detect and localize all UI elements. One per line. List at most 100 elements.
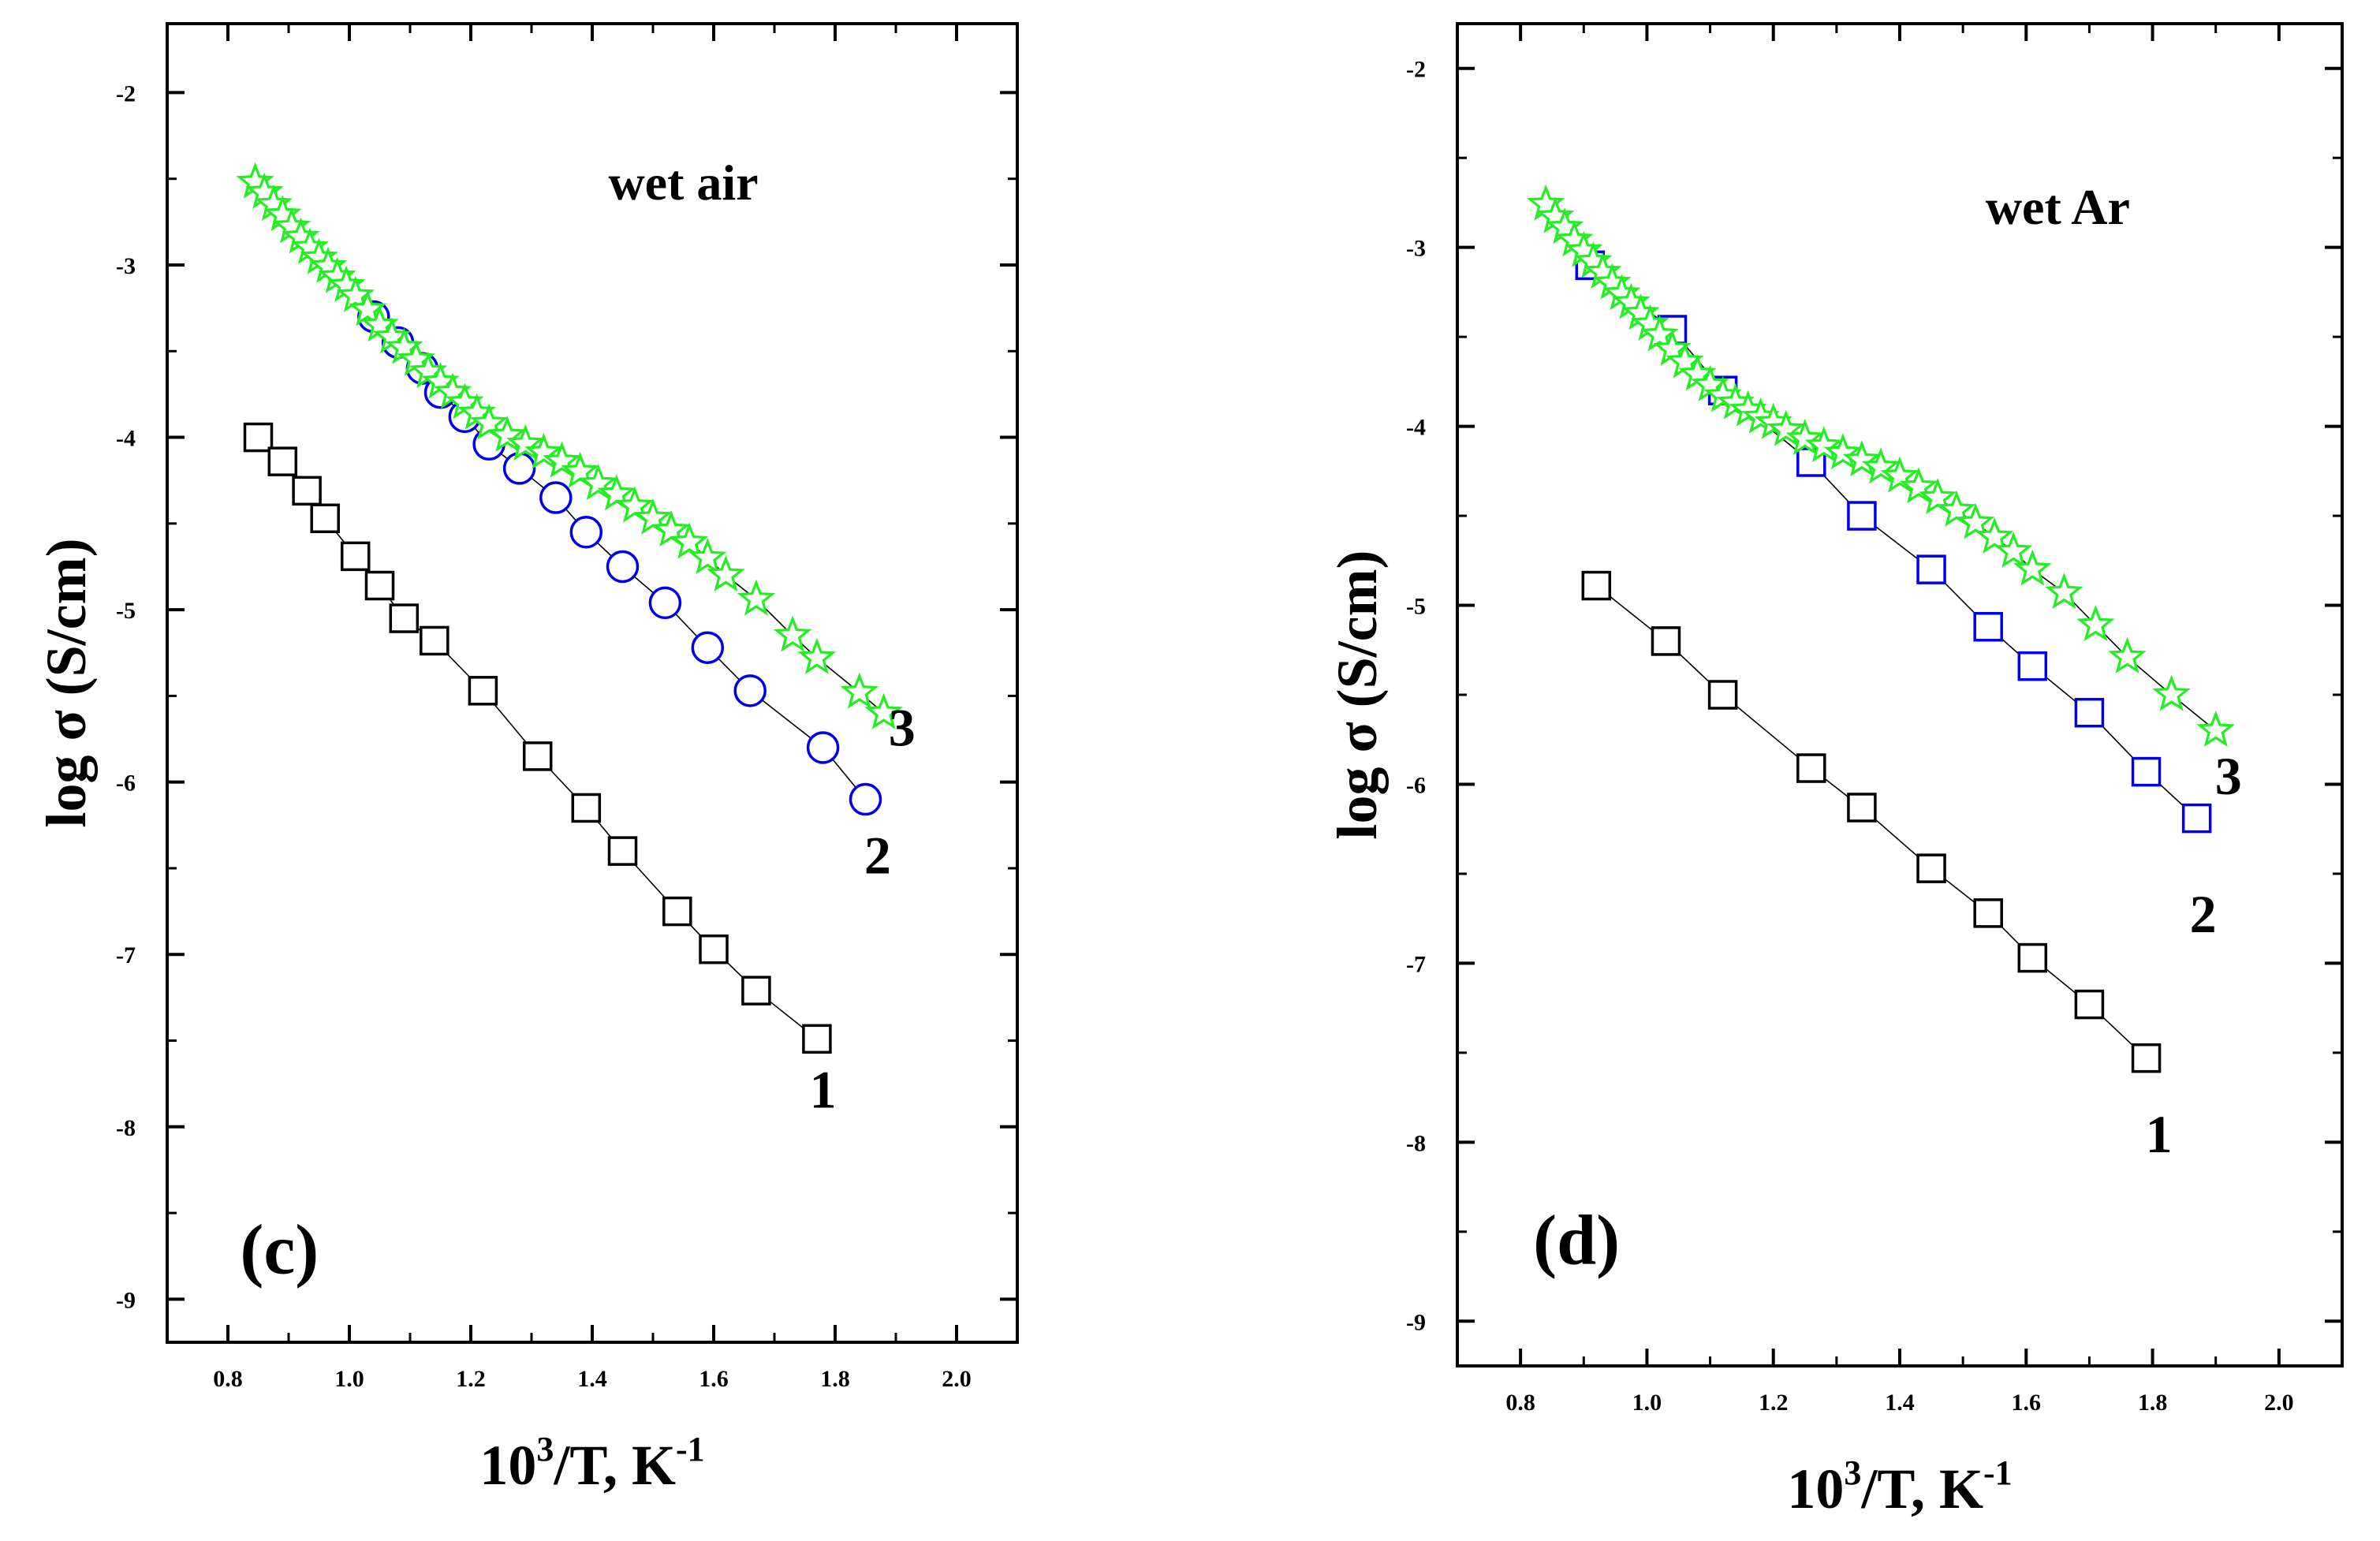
y-tick-label: -5 xyxy=(116,598,136,624)
data-point xyxy=(802,1024,832,1054)
y-axis-title: log σ (S/cm) xyxy=(35,538,98,827)
data-point xyxy=(267,446,298,476)
y-tick-label: -6 xyxy=(116,770,136,797)
data-point xyxy=(502,452,536,485)
data-point xyxy=(2076,605,2115,642)
data-point xyxy=(487,415,527,452)
data-point xyxy=(849,782,882,816)
y-tick-label: -4 xyxy=(1406,415,1426,441)
x-tick-label: 2.0 xyxy=(2264,1390,2294,1416)
data-point xyxy=(733,674,767,707)
y-tick-label: -7 xyxy=(116,942,136,968)
data-point xyxy=(292,476,322,506)
series-label: 2 xyxy=(2190,884,2217,944)
data-point xyxy=(707,554,745,591)
x-tick-label: 1.4 xyxy=(1885,1390,1915,1416)
x-tick-label: 1.4 xyxy=(577,1366,607,1392)
data-point xyxy=(1707,680,1738,710)
data-point xyxy=(1956,502,1995,539)
panel-label: (c) xyxy=(240,1211,319,1289)
data-point xyxy=(1937,490,1976,527)
series-3: 3 xyxy=(1526,184,2242,806)
x-tick-label: 1.6 xyxy=(699,1366,729,1392)
y-tick-label: -9 xyxy=(116,1287,136,1313)
data-point xyxy=(597,474,636,511)
data-point xyxy=(468,676,498,706)
data-point xyxy=(1973,612,2003,642)
condition-annotation: wet air xyxy=(608,155,758,211)
data-point xyxy=(688,538,727,575)
x-tick-label: 1.0 xyxy=(334,1366,364,1392)
series-3: 3 xyxy=(236,162,916,758)
series-line xyxy=(257,436,818,1039)
condition-annotation: wet Ar xyxy=(1986,179,2130,235)
data-point xyxy=(2017,651,2048,681)
data-point xyxy=(2181,803,2212,834)
y-axis-title: log σ (S/cm) xyxy=(1326,550,1389,839)
data-point xyxy=(310,503,340,534)
data-point xyxy=(469,403,509,440)
chart-panel-c: 0.8 1.0 1.2 1.4 1.6 1.8 2.0 -9 -8 -7 -6 -5 -4 -3 -2 103… xyxy=(35,22,1019,1497)
data-point xyxy=(389,603,420,633)
plot-frame xyxy=(1456,22,2344,1367)
data-point xyxy=(539,481,573,514)
data-point xyxy=(2152,674,2191,711)
data-point xyxy=(571,793,602,823)
data-point xyxy=(2074,697,2105,728)
data-point xyxy=(522,741,553,771)
data-point xyxy=(662,896,692,927)
series-2: 2 xyxy=(357,300,891,885)
data-point xyxy=(1847,501,1877,531)
data-point xyxy=(1916,554,1946,584)
series-1: 1 xyxy=(243,422,837,1120)
data-point xyxy=(2074,989,2105,1020)
data-point xyxy=(579,464,617,501)
data-point xyxy=(2108,636,2147,673)
data-point xyxy=(420,625,450,656)
data-point xyxy=(615,486,655,523)
data-point xyxy=(670,522,709,559)
data-point xyxy=(864,692,903,729)
data-point xyxy=(741,976,771,1006)
x-axis-title: 103/T, K-1 xyxy=(1787,1453,2012,1520)
data-point xyxy=(691,631,725,664)
data-point xyxy=(1842,440,1882,477)
x-tick-label: 0.8 xyxy=(1505,1390,1535,1416)
series-label: 1 xyxy=(2146,1104,2173,1164)
x-tick-label: 1.8 xyxy=(820,1366,850,1392)
y-tick-label: -5 xyxy=(1406,594,1426,620)
data-point xyxy=(348,289,387,326)
y-tick-label: -9 xyxy=(1406,1309,1426,1335)
y-tick-label: -8 xyxy=(116,1115,136,1141)
data-point xyxy=(506,423,545,461)
data-point xyxy=(1861,447,1901,484)
data-point xyxy=(1785,419,1825,456)
series-1: 1 xyxy=(1581,570,2173,1164)
data-point xyxy=(2045,573,2083,610)
data-point xyxy=(633,498,673,535)
y-tick-label: -8 xyxy=(1406,1130,1426,1156)
series-line xyxy=(1595,584,2147,1059)
data-point xyxy=(773,615,812,652)
data-point xyxy=(606,550,640,584)
data-point xyxy=(806,731,840,764)
x-tick-label: 1.8 xyxy=(2138,1390,2168,1416)
data-point xyxy=(1994,532,2033,568)
data-point xyxy=(1916,853,1946,883)
y-tick-label: -3 xyxy=(1406,236,1426,262)
data-point xyxy=(840,672,879,709)
data-point xyxy=(364,570,395,601)
y-tick-label: -3 xyxy=(116,253,136,279)
data-point xyxy=(1640,315,1679,352)
x-tick-label: 1.6 xyxy=(2012,1390,2042,1416)
data-point xyxy=(737,579,776,616)
data-point xyxy=(340,541,371,572)
data-point xyxy=(569,516,603,549)
data-point xyxy=(1899,467,1938,504)
y-tick-label: -7 xyxy=(1406,951,1426,977)
data-point xyxy=(1823,433,1863,470)
data-point xyxy=(1796,753,1826,783)
data-point xyxy=(699,934,729,965)
data-point xyxy=(651,510,691,547)
